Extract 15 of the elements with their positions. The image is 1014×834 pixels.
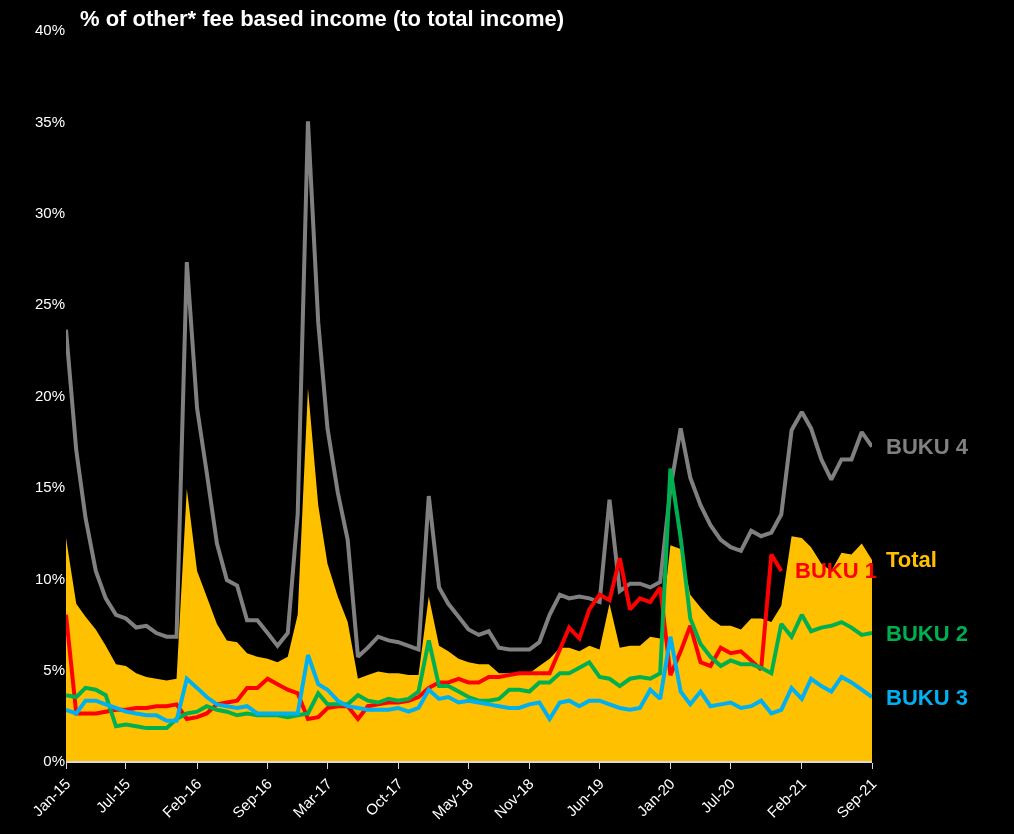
y-tick-label: 30%	[34, 204, 65, 221]
chart-title: % of other* fee based income (to total income)	[80, 6, 565, 32]
y-tick-label: 35%	[34, 112, 65, 130]
y-tick-label: 20%	[34, 386, 65, 404]
y-tick-label: 5%	[43, 660, 65, 678]
y-tick-label: 25%	[34, 295, 65, 313]
series-label: BUKU 2	[886, 621, 968, 646]
y-tick-label: 15%	[34, 478, 65, 496]
series-label: BUKU 3	[886, 685, 968, 710]
series-label: Total	[886, 547, 937, 572]
line-series	[66, 634, 872, 723]
y-tick-label: 40%	[34, 21, 65, 39]
series-label: BUKU 4	[886, 434, 969, 459]
y-tick-label: 0%	[43, 752, 65, 770]
y-tick-label: 10%	[34, 569, 65, 587]
